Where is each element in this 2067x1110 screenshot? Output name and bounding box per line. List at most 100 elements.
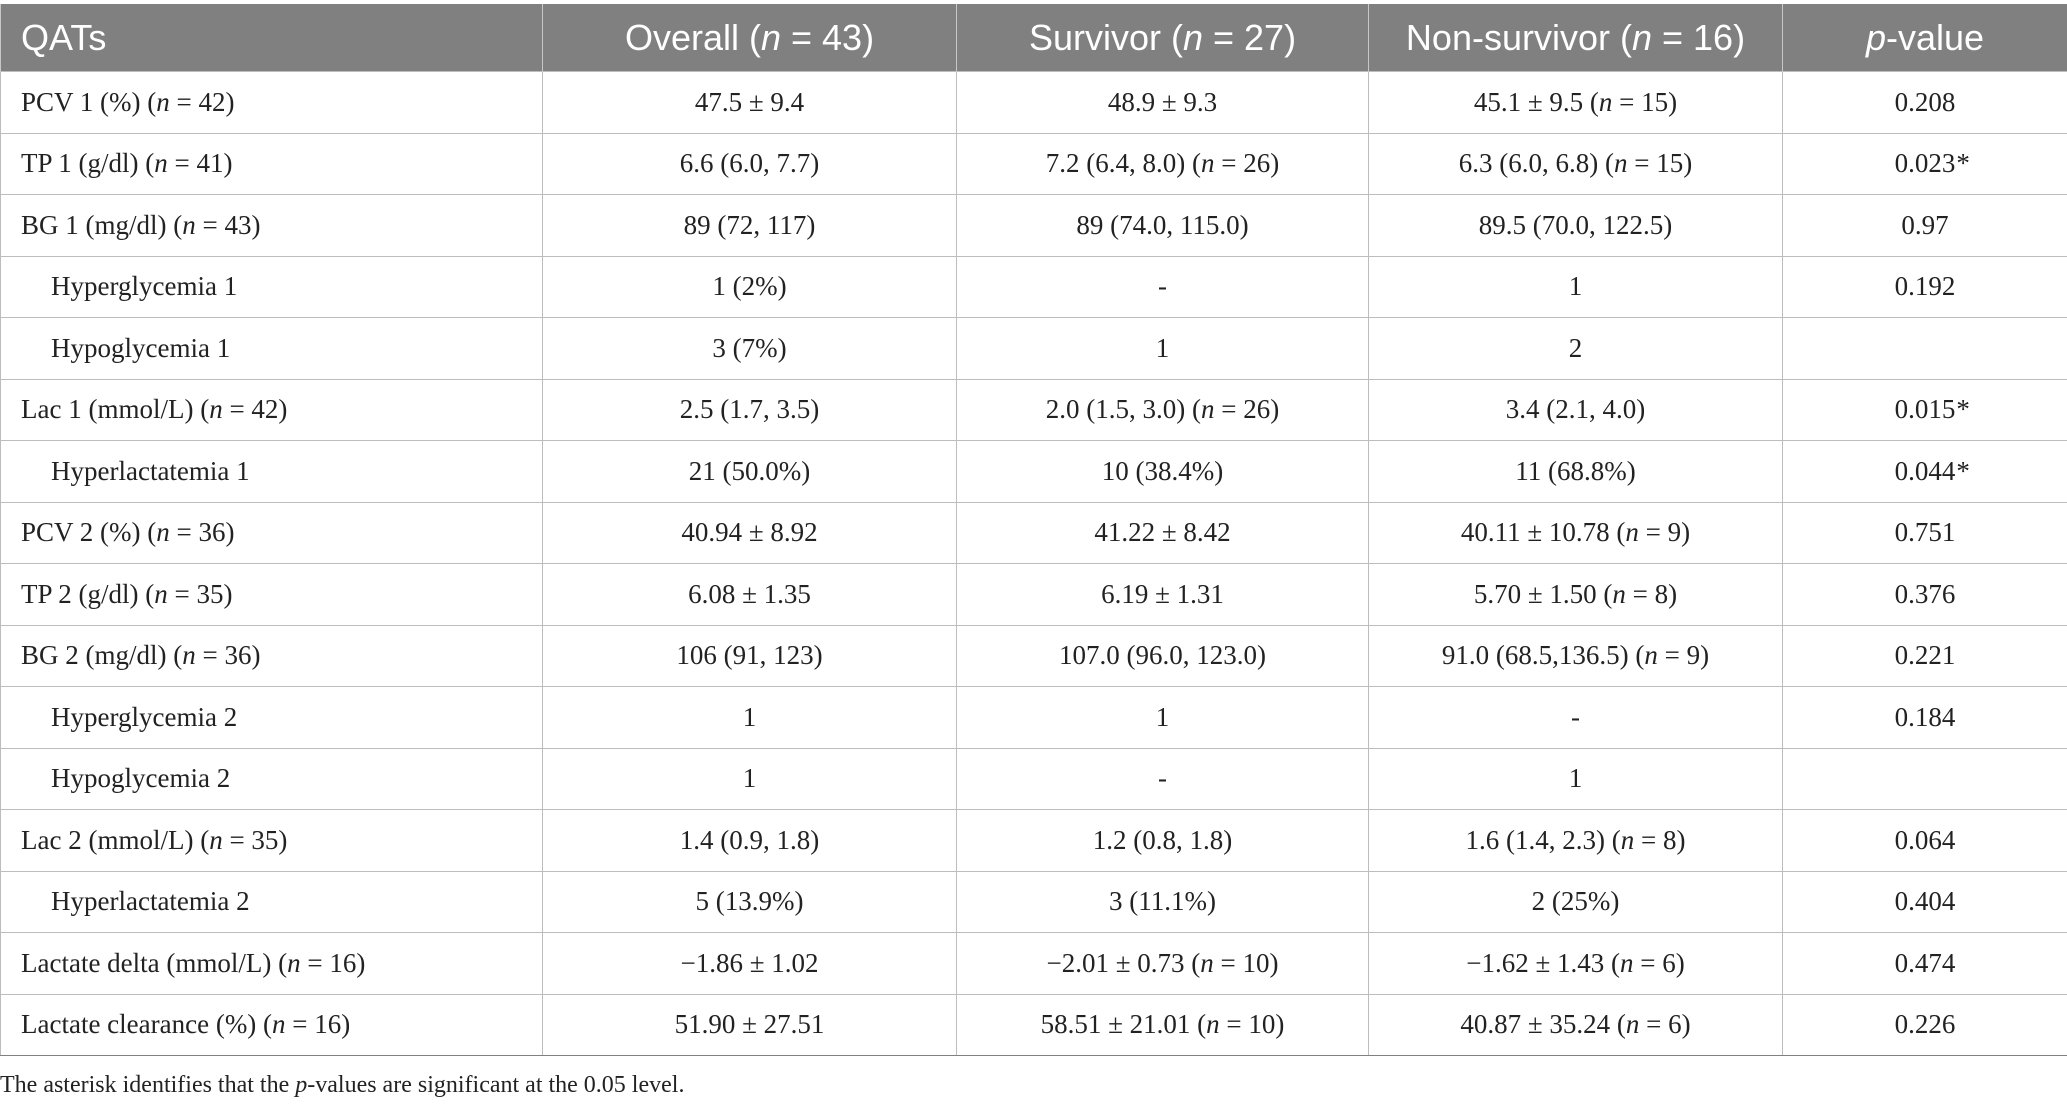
cell-p-value: 0.221 [1782, 624, 2067, 687]
cell-survivor: 2.0 (1.5, 3.0) (n = 26) [956, 378, 1369, 441]
cell-overall: 1 [542, 747, 957, 810]
cell-non-survivor: 1.6 (1.4, 2.3) (n = 8) [1368, 809, 1783, 872]
cell-non-survivor: - [1368, 686, 1783, 749]
cell-non-survivor: 40.11 ± 10.78 (n = 9) [1368, 501, 1783, 564]
cell-non-survivor: 11 (68.8%) [1368, 440, 1783, 503]
table-row: Hyperglycemia 2 1 1-0.184 [0, 686, 2067, 749]
cell-survivor: 48.9 ± 9.3 [956, 71, 1369, 134]
cell-overall: 6.08 ± 1.35 [542, 563, 957, 626]
table-row: Hyperlactatemia 1 21 (50.0%) 10 (38.4%) 11 … [0, 440, 2067, 503]
cell-survivor: 1 [956, 686, 1369, 749]
cell-survivor: 107.0 (96.0, 123.0) [956, 624, 1369, 687]
row-label: Hyperlactatemia 2 [0, 870, 543, 933]
header-p-value: p-value [1782, 4, 2067, 72]
cell-overall: 51.90 ± 27.51 [542, 993, 957, 1056]
row-label: BG 1 (mg/dl) (n = 43) [0, 194, 543, 257]
row-label: Lac 2 (mmol/L) (n = 35) [0, 809, 543, 872]
row-label: Hypoglycemia 2 [0, 747, 543, 810]
cell-overall: −1.86 ± 1.02 [542, 932, 957, 995]
cell-survivor: 1 [956, 317, 1369, 380]
cell-survivor: 6.19 ± 1.31 [956, 563, 1369, 626]
cell-survivor: 41.22 ± 8.42 [956, 501, 1369, 564]
table-row: Lactate clearance (%) (n = 16) 51.90 ± 27… [0, 993, 2067, 1056]
header-survivor: Survivor (n = 27) [956, 4, 1369, 72]
table-row: Lac 1 (mmol/L) (n = 42) 2.5 (1.7, 3.5) 2.0… [0, 378, 2067, 441]
row-label: Hyperglycemia 2 [0, 686, 543, 749]
footnote-pre: The asterisk identifies that the [0, 1072, 296, 1098]
cell-non-survivor: 1 [1368, 747, 1783, 810]
row-label: TP 1 (g/dl) (n = 41) [0, 132, 543, 195]
cell-p-value: 0.023 * [1782, 132, 2067, 195]
cell-p-value: 0.376 [1782, 563, 2067, 626]
cell-overall: 1.4 (0.9, 1.8) [542, 809, 957, 872]
cell-overall: 2.5 (1.7, 3.5) [542, 378, 957, 441]
table-header: QATs Overall (n = 43) Survivor (n = 27) Non… [0, 4, 2067, 72]
cell-survivor: - [956, 747, 1369, 810]
cell-overall: 21 (50.0%) [542, 440, 957, 503]
cell-p-value: 0.474 [1782, 932, 2067, 995]
table-row: BG 1 (mg/dl) (n = 43) 89 (72, 117) 89 (74.… [0, 194, 2067, 257]
table-row: TP 2 (g/dl) (n = 35) 6.08 ± 1.35 6.19 ± 1.… [0, 563, 2067, 626]
cell-p-value [1782, 317, 2067, 380]
cell-p-value: 0.97 [1782, 194, 2067, 257]
cell-p-value [1782, 747, 2067, 810]
header-overall: Overall (n = 43) [542, 4, 957, 72]
cell-overall: 89 (72, 117) [542, 194, 957, 257]
table-row: TP 1 (g/dl) (n = 41) 6.6 (6.0, 7.7) 7.2 (6… [0, 132, 2067, 195]
cell-non-survivor: 89.5 (70.0, 122.5) [1368, 194, 1783, 257]
cell-overall: 106 (91, 123) [542, 624, 957, 687]
row-label: Hypoglycemia 1 [0, 317, 543, 380]
cell-p-value: 0.751 [1782, 501, 2067, 564]
row-label: PCV 1 (%) (n = 42) [0, 71, 543, 134]
footnote-post: -values are significant at the 0.05 leve… [307, 1072, 685, 1098]
footnote-italic: p [295, 1072, 308, 1098]
cell-p-value: 0.015 * [1782, 378, 2067, 441]
cell-overall: 6.6 (6.0, 7.7) [542, 132, 957, 195]
cell-non-survivor: 40.87 ± 35.24 (n = 6) [1368, 993, 1783, 1056]
cell-overall: 1 (2%) [542, 255, 957, 318]
results-table: QATs Overall (n = 43) Survivor (n = 27) Non… [0, 4, 2067, 1056]
row-label: Lactate delta (mmol/L) (n = 16) [0, 932, 543, 995]
cell-survivor: 10 (38.4%) [956, 440, 1369, 503]
cell-p-value: 0.404 [1782, 870, 2067, 933]
row-label: Lac 1 (mmol/L) (n = 42) [0, 378, 543, 441]
cell-p-value: 0.192 [1782, 255, 2067, 318]
cell-p-value: 0.044 * [1782, 440, 2067, 503]
header-non-survivor: Non-survivor (n = 16) [1368, 4, 1783, 72]
cell-overall: 1 [542, 686, 957, 749]
cell-survivor: −2.01 ± 0.73 (n = 10) [956, 932, 1369, 995]
table-row: Lac 2 (mmol/L) (n = 35) 1.4 (0.9, 1.8) 1.2… [0, 809, 2067, 872]
cell-overall: 47.5 ± 9.4 [542, 71, 957, 134]
cell-p-value: 0.226 [1782, 993, 2067, 1056]
cell-p-value: 0.208 [1782, 71, 2067, 134]
row-label: TP 2 (g/dl) (n = 35) [0, 563, 543, 626]
table-row: PCV 2 (%) (n = 36) 40.94 ± 8.92 41.22 ± 8.… [0, 501, 2067, 564]
cell-overall: 3 (7%) [542, 317, 957, 380]
cell-non-survivor: 2 (25%) [1368, 870, 1783, 933]
cell-overall: 40.94 ± 8.92 [542, 501, 957, 564]
row-label: Hyperlactatemia 1 [0, 440, 543, 503]
cell-survivor: 58.51 ± 21.01 (n = 10) [956, 993, 1369, 1056]
cell-survivor: 3 (11.1%) [956, 870, 1369, 933]
cell-non-survivor: −1.62 ± 1.43 (n = 6) [1368, 932, 1783, 995]
row-label: PCV 2 (%) (n = 36) [0, 501, 543, 564]
header-row: QATs Overall (n = 43) Survivor (n = 27) Non… [0, 4, 2067, 72]
table-row: Lactate delta (mmol/L) (n = 16) −1.86 ± 1… [0, 932, 2067, 995]
table-row: BG 2 (mg/dl) (n = 36) 106 (91, 123) 107.0 … [0, 624, 2067, 687]
cell-non-survivor: 3.4 (2.1, 4.0) [1368, 378, 1783, 441]
table-body: PCV 1 (%) (n = 42) 47.5 ± 9.4 48.9 ± 9.3 45… [0, 71, 2067, 1056]
cell-survivor: 7.2 (6.4, 8.0) (n = 26) [956, 132, 1369, 195]
cell-overall: 5 (13.9%) [542, 870, 957, 933]
cell-non-survivor: 1 [1368, 255, 1783, 318]
cell-non-survivor: 45.1 ± 9.5 (n = 15) [1368, 71, 1783, 134]
header-qats: QATs [0, 4, 543, 72]
row-label: BG 2 (mg/dl) (n = 36) [0, 624, 543, 687]
row-label: Lactate clearance (%) (n = 16) [0, 993, 543, 1056]
cell-non-survivor: 2 [1368, 317, 1783, 380]
table-row: PCV 1 (%) (n = 42) 47.5 ± 9.4 48.9 ± 9.3 45… [0, 71, 2067, 134]
cell-survivor: 89 (74.0, 115.0) [956, 194, 1369, 257]
